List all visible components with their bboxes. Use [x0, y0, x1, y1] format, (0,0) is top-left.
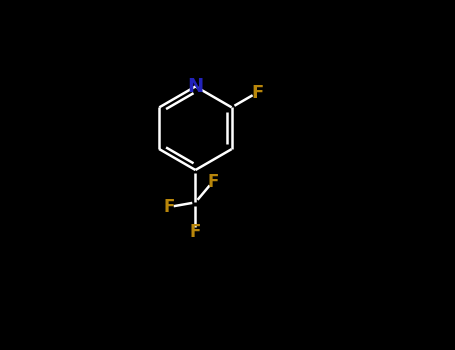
Text: N: N: [187, 77, 203, 96]
Text: F: F: [163, 198, 175, 216]
Text: F: F: [190, 223, 201, 241]
Text: F: F: [207, 173, 218, 191]
Text: F: F: [251, 84, 263, 101]
